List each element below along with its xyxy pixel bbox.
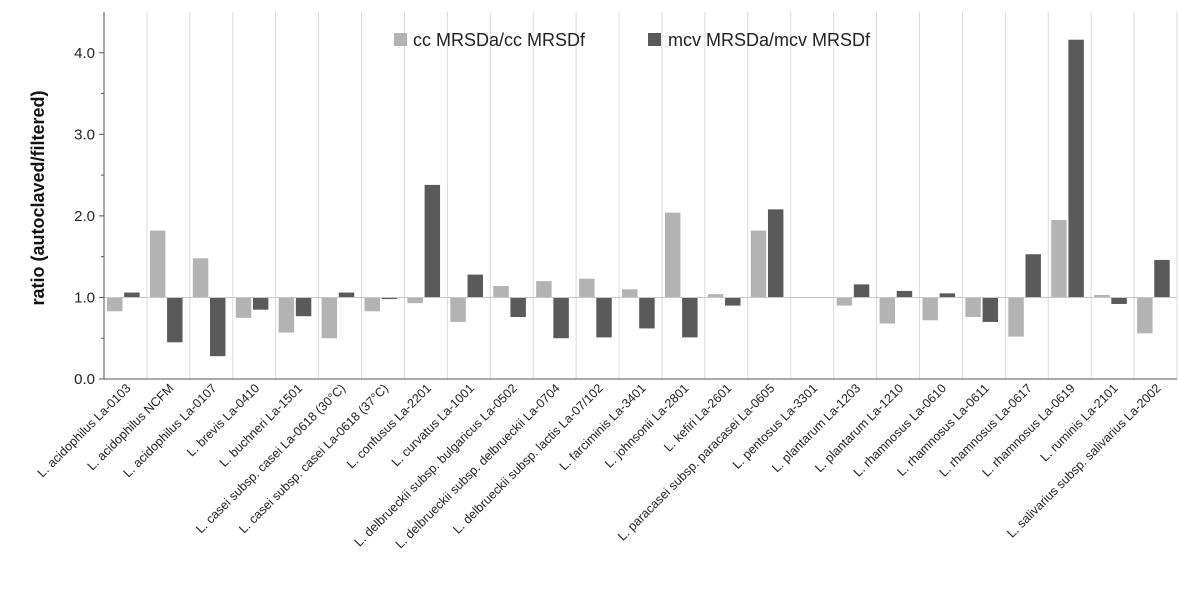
bar [235,297,252,318]
bar [338,292,355,298]
x-tick-label: L. casei subsp. casei La-0618 (30°C) [193,381,348,536]
bar [707,294,724,298]
bar [965,297,981,318]
bar [210,297,226,357]
axes [103,12,1177,380]
y-axis-title: ratio (autoclaved/filtered) [28,90,48,305]
bar [1068,39,1084,298]
bar [896,290,913,298]
bar [750,230,767,298]
legend-label-cc: cc MRSDa/cc MRSDf [413,30,586,50]
x-tick-label: L. salivarius subsp. salivarius La-2002 [1004,381,1163,540]
bar [1154,259,1170,298]
bar [939,293,956,298]
x-tick-label: L. delbrueckii subsp. bulgaricus La-0502 [352,381,520,549]
bar [879,297,896,324]
legend-swatch-cc [394,33,407,46]
legend-label-mcv: mcv MRSDa/mcv MRSDf [668,30,871,50]
legend-swatch-mcv [648,33,661,46]
x-tick-label: L. curvatus La-1001 [389,381,477,469]
y-axis-ticks: 0.0 1.0 2.0 3.0 4.0 [74,45,104,388]
bar [510,297,526,318]
bar [167,297,183,343]
x-tick-label: L. paracasei subsp. paracasei La-0605 [615,381,777,543]
bar [1137,297,1153,334]
legend: cc MRSDa/cc MRSDf mcv MRSDa/mcv MRSDf [394,30,871,50]
category-gridlines [103,12,1178,379]
y-tick-label: 3.0 [74,126,95,143]
bar [579,278,595,298]
bar [536,281,552,298]
bar [596,297,612,338]
bar [424,184,441,298]
bar [836,297,853,306]
bar [493,286,509,298]
bar [1051,219,1067,298]
x-tick-label: L. casei subsp. casei La-0618 (37°C) [236,381,391,536]
bar [192,258,209,298]
bar [1111,297,1127,304]
x-tick-label: L. confusus La-2201 [344,381,434,471]
bar [295,297,312,317]
bar [450,297,466,322]
bars [107,39,1170,357]
bar [853,284,870,298]
bar [149,230,166,298]
bar [639,297,655,329]
bar [922,297,938,321]
bar [664,212,681,298]
x-tick-label: L. johnsonii La-2801 [602,381,692,471]
bar [107,297,123,312]
bar [321,297,338,339]
x-tick-label: L. ruminis La-2101 [1038,381,1121,464]
bar [767,209,784,298]
bar [1008,297,1024,337]
bar [622,289,638,298]
bar [982,297,999,322]
bar [553,297,569,339]
y-tick-label: 2.0 [74,208,95,225]
bar [407,297,423,304]
x-tick-label: L. brevis La-0410 [184,381,262,459]
x-tick-label: L. delbrueckii subsp. lactis La-07/102 [450,381,605,536]
y-tick-label: 1.0 [74,289,95,306]
bar [725,297,741,306]
bar [381,297,398,300]
bar [682,297,698,338]
x-tick-label: L. buchneri La-1501 [217,381,306,470]
bar [364,297,380,312]
bar [467,274,483,298]
bar [278,297,295,333]
bar [124,292,140,298]
y-tick-label: 0.0 [74,371,95,388]
bar [252,297,269,310]
y-tick-label: 4.0 [74,45,95,62]
bar [1094,295,1110,298]
bar [1025,254,1041,298]
